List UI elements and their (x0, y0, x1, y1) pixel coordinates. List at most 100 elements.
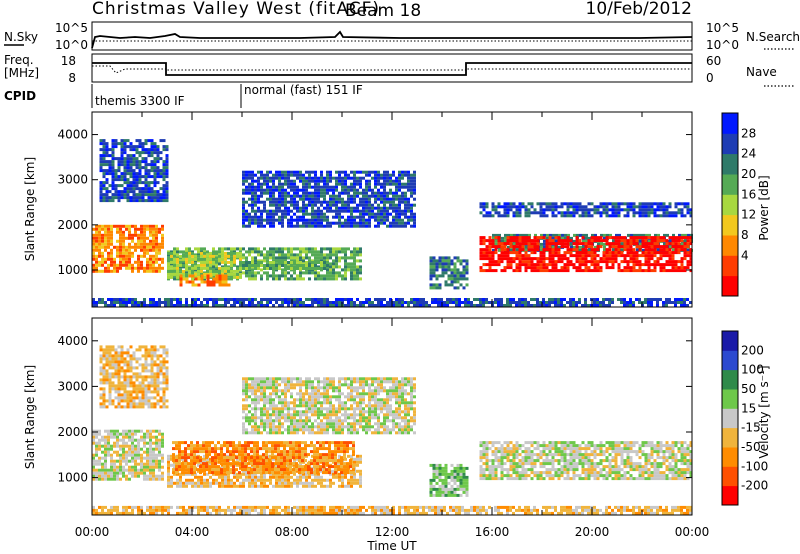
velocity-cell (105, 360, 109, 364)
power-cell (353, 197, 356, 201)
power-cell (506, 242, 510, 246)
velocity-cell (144, 360, 148, 364)
power-cell (230, 275, 233, 279)
power-cell (266, 179, 269, 183)
power-cell (272, 182, 275, 186)
power-cell (665, 211, 669, 215)
power-cell (488, 236, 492, 240)
velocity-cell (152, 453, 155, 457)
power-cell (170, 272, 173, 276)
power-cell (290, 200, 293, 204)
power-cell (125, 266, 128, 270)
power-cell (126, 199, 130, 203)
power-cell (686, 254, 690, 258)
power-cell (266, 191, 269, 195)
power-cell (332, 250, 335, 254)
power-cell (284, 277, 287, 281)
power-cell (299, 304, 302, 307)
power-cell (542, 269, 546, 273)
power-cell (470, 301, 473, 304)
power-cell (548, 269, 552, 273)
power-cell (116, 239, 119, 243)
power-cell (257, 247, 260, 251)
power-cell (404, 203, 407, 207)
power-cell (158, 304, 161, 307)
power-cell (308, 182, 311, 186)
velocity-cell (143, 450, 146, 454)
velocity-cell (117, 378, 121, 382)
power-cell (191, 263, 194, 267)
power-cell (444, 256, 448, 260)
power-cell (335, 256, 338, 260)
power-cell (647, 214, 651, 218)
power-cell (359, 209, 362, 213)
power-cell (647, 205, 651, 209)
power-cell (182, 263, 185, 267)
velocity-cell (147, 381, 151, 385)
velocity-cell (158, 450, 161, 454)
velocity-cell (137, 471, 140, 475)
power-cell (524, 208, 528, 212)
power-cell (383, 194, 386, 198)
power-cell (500, 257, 504, 261)
power-cell (485, 251, 489, 255)
power-cell (138, 172, 142, 176)
power-cell (593, 211, 597, 215)
velocity-cell (149, 432, 152, 436)
power-cell (599, 205, 603, 209)
power-cell (503, 211, 507, 215)
velocity-cell (146, 435, 149, 439)
velocity-cell (95, 471, 98, 475)
velocity-cell (147, 369, 151, 373)
power-cell (432, 268, 436, 272)
power-cell (104, 230, 107, 234)
power-cell (311, 206, 314, 210)
power-cell (491, 202, 495, 206)
power-cell (413, 224, 416, 228)
velocity-cell (102, 357, 106, 361)
velocity-cell (119, 477, 122, 481)
power-cell (497, 254, 501, 258)
power-cell (260, 185, 263, 189)
power-cell (281, 188, 284, 192)
power-cell (344, 173, 347, 177)
power-cell (536, 263, 540, 267)
power-cell (114, 172, 118, 176)
power-cell (617, 239, 621, 243)
power-cell (587, 304, 590, 307)
power-cell (150, 166, 154, 170)
velocity-cell (126, 384, 130, 388)
velocity-cell (114, 360, 118, 364)
power-cell (156, 145, 160, 149)
velocity-cell (161, 453, 164, 457)
power-cell (509, 239, 513, 243)
power-cell (566, 251, 570, 255)
power-cell (542, 257, 546, 261)
velocity-cell (99, 402, 103, 406)
power-cell (317, 188, 320, 192)
power-cell (107, 233, 110, 237)
power-cell (125, 254, 128, 258)
velocity-cell (125, 435, 128, 439)
power-cell (344, 268, 347, 272)
power-cell (465, 277, 469, 281)
power-cell (459, 277, 463, 281)
power-cell (119, 227, 122, 231)
velocity-cell (140, 429, 143, 433)
power-cell (323, 253, 326, 257)
power-cell (542, 236, 546, 240)
power-cell (281, 247, 284, 251)
power-cell (401, 301, 404, 304)
power-cell (656, 263, 660, 267)
power-cell (257, 197, 260, 201)
power-cell (299, 301, 302, 304)
power-cell (269, 253, 272, 257)
power-cell (138, 199, 142, 203)
power-cell (167, 257, 170, 261)
power-cell (488, 242, 492, 246)
power-cell (488, 239, 492, 243)
power-cell (188, 272, 191, 276)
power-cell (668, 257, 672, 261)
power-cell (587, 211, 591, 215)
power-cell (395, 188, 398, 192)
